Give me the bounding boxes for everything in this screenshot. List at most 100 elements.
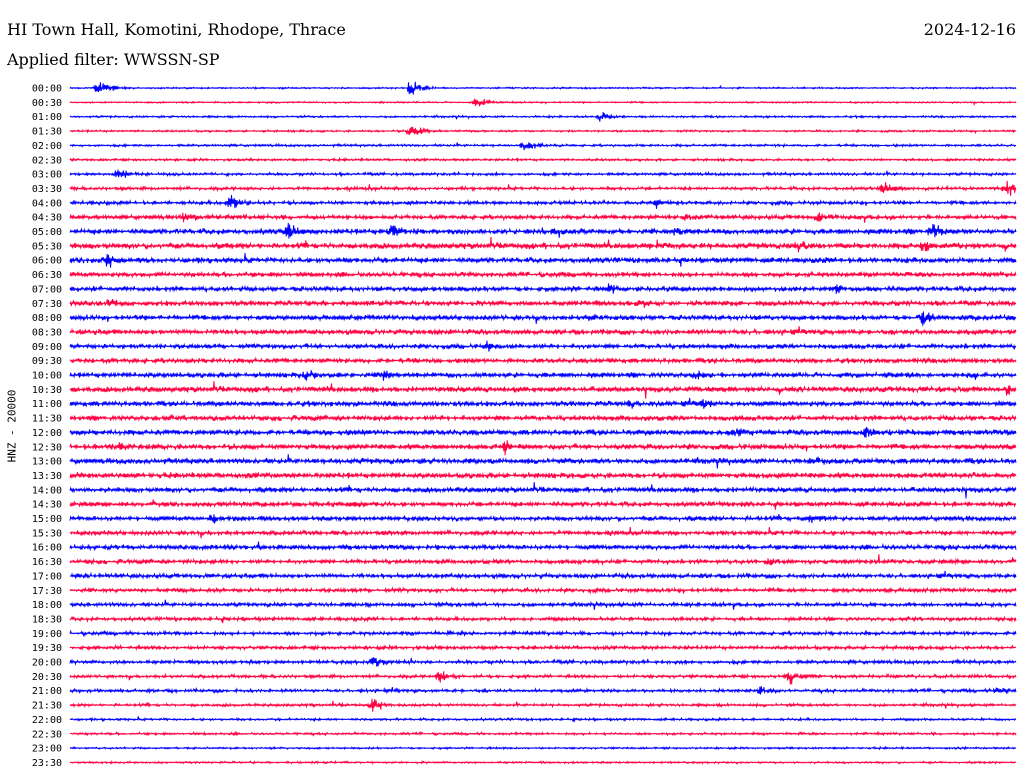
row-label: 01:00 [32,112,62,123]
trace-line [69,615,1017,624]
row-label: 14:30 [32,500,62,511]
trace-line [69,326,1017,337]
row-label: 09:30 [32,356,62,367]
trace-line [69,237,1017,253]
row-label: 04:30 [32,213,62,224]
row-label: 15:30 [32,528,62,539]
row-label: 18:00 [32,600,62,611]
row-label: 10:30 [32,385,62,396]
row-label: 02:00 [32,141,62,152]
trace-line [69,730,1017,737]
trace-line [69,311,1017,326]
row-label: 20:00 [32,658,62,669]
row-label: 04:00 [32,198,62,209]
row-label: 07:30 [32,299,62,310]
trace-line [69,81,1017,95]
trace-line [69,370,1017,381]
row-label: 17:30 [32,586,62,597]
row-label: 10:00 [32,371,62,382]
trace-line [69,253,1017,268]
row-label: 08:00 [32,313,62,324]
row-label: 12:30 [32,442,62,453]
row-label: 08:30 [32,327,62,338]
row-label: 12:00 [32,428,62,439]
row-label: 18:30 [32,614,62,625]
row-label: 00:00 [32,84,62,95]
trace-line [69,471,1017,480]
trace-line [69,586,1017,595]
trace-line [69,298,1017,308]
trace-line [69,570,1017,581]
row-label: 11:30 [32,414,62,425]
trace-line [69,212,1017,223]
row-label: 22:00 [32,715,62,726]
row-label: 14:00 [32,485,62,496]
row-label: 05:00 [32,227,62,238]
row-label: 09:00 [32,342,62,353]
trace-line [69,554,1017,566]
trace-line [69,745,1017,751]
row-label: 19:00 [32,629,62,640]
trace-line [69,513,1017,524]
row-label: 16:30 [32,557,62,568]
row-label: 23:30 [32,758,62,769]
row-label: 15:00 [32,514,62,525]
row-label: 07:00 [32,284,62,295]
trace-line [69,126,1017,136]
filter-label: Applied filter: WWSSN-SP [7,50,220,69]
trace-line [69,222,1017,239]
trace-line [69,98,1017,107]
row-label: 21:30 [32,701,62,712]
trace-line [69,643,1017,652]
row-label: 13:30 [32,471,62,482]
row-label: 17:00 [32,571,62,582]
row-label: 11:00 [32,399,62,410]
trace-line [69,169,1017,178]
trace-line [69,381,1017,399]
row-label: 05:30 [32,241,62,252]
trace-line [69,527,1017,539]
row-label: 03:00 [32,170,62,181]
station-title: HI Town Hall, Komotini, Rhodope, Thrace [7,20,346,39]
date-label: 2024-12-16 [923,20,1016,39]
row-label: 19:30 [32,643,62,654]
row-label: 23:00 [32,744,62,755]
trace-line [69,156,1017,163]
row-label: 03:30 [32,184,62,195]
row-label: 01:30 [32,127,62,138]
trace-line [69,413,1017,423]
trace-line [69,629,1017,638]
trace-line [69,356,1017,365]
trace-line [69,283,1017,294]
trace-line [69,482,1017,499]
row-label: 21:00 [32,686,62,697]
row-label: 02:30 [32,155,62,166]
row-label: 22:30 [32,729,62,740]
row-label: 20:30 [32,672,62,683]
trace-line [69,440,1017,456]
trace-line [69,426,1017,438]
trace-line [69,141,1017,151]
trace-line [69,270,1017,279]
trace-line [69,671,1017,685]
trace-line [69,499,1017,510]
trace-line [69,180,1017,196]
trace-line [69,397,1017,409]
row-label: 06:30 [32,270,62,281]
trace-line [69,541,1017,552]
trace-line [69,716,1017,723]
row-label: 00:30 [32,98,62,109]
trace-line [69,657,1017,667]
row-label: 16:00 [32,543,62,554]
trace-line [69,686,1017,695]
trace-line [69,599,1017,610]
trace-line [69,194,1017,209]
trace-line [69,111,1017,122]
trace-line [69,698,1017,712]
trace-line [69,340,1017,352]
row-label: 13:00 [32,457,62,468]
trace-line [69,759,1017,765]
row-label: 06:00 [32,256,62,267]
trace-line [69,454,1017,469]
